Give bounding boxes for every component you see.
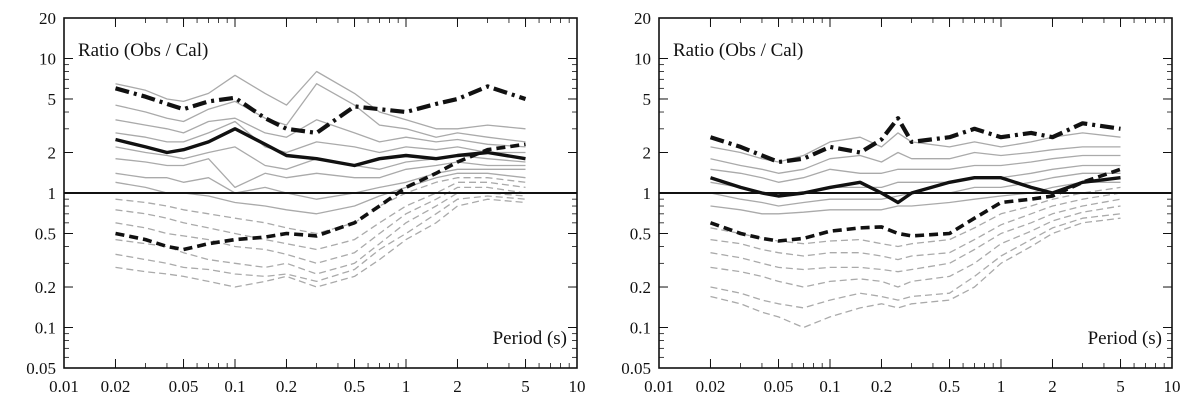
x-tick-label: 0.2 <box>276 377 297 396</box>
series-line-3-gray-solid <box>115 70 526 130</box>
y-tick-label: 0.2 <box>630 278 651 297</box>
x-tick-label: 0.02 <box>696 377 726 396</box>
inner-label-left: Ratio (Obs / Cal) <box>78 40 208 61</box>
x-tick-label: 0.01 <box>49 377 79 396</box>
x-tick-label: 0.01 <box>644 377 674 396</box>
y-tick-label: 2 <box>48 144 57 163</box>
series-line-5-gray-solid <box>710 154 1121 183</box>
x-tick-label: 10 <box>569 377 586 396</box>
x-tick-label: 2 <box>453 377 462 396</box>
xlabel-right: Period (s) <box>1088 328 1162 349</box>
x-tick-label: 0.05 <box>169 377 199 396</box>
series-line-8-gray-solid <box>710 181 1121 215</box>
y-tick-label: 5 <box>643 90 652 109</box>
series-line-11-gray-dashed <box>115 177 526 235</box>
x-tick-label: 0.5 <box>344 377 365 396</box>
series-line-2-thick-dashed <box>709 167 1122 243</box>
series-line-15-gray-dashed <box>115 195 526 283</box>
y-tick-label: 0.05 <box>621 359 651 378</box>
chart-panel-right: 0.01 0.02 0.05 0.1 0.2 0.5 1 2 5 10 0.05 0.1 0.2 0.5 1… <box>621 9 1180 396</box>
series-line-0-thick-dashdot <box>114 84 527 135</box>
x-tick-label: 0.2 <box>871 377 892 396</box>
series-line-8-gray-solid <box>115 158 526 189</box>
series-group <box>709 116 1122 329</box>
y-tick-label: 1 <box>643 184 652 203</box>
series-line-11-gray-dashed <box>710 198 1121 273</box>
y-tick-label: 0.5 <box>35 224 56 243</box>
x-tick-label: 0.02 <box>101 377 131 396</box>
x-tick-label: 5 <box>521 377 530 396</box>
series-line-14-gray-dashed <box>710 217 1121 329</box>
series-line-5-gray-solid <box>115 117 526 148</box>
series-line-2-thick-dashed <box>115 142 526 252</box>
y-tick-label: 10 <box>39 49 56 68</box>
inner-label-right: Ratio (Obs / Cal) <box>673 40 803 61</box>
y-tick-label: 0.2 <box>35 278 56 297</box>
x-tick-label: 5 <box>1116 377 1125 396</box>
series-line-12-gray-dashed <box>115 181 526 251</box>
series-line-4-gray-solid <box>115 83 526 143</box>
y-tick-label: 20 <box>634 9 651 28</box>
series-line-13-gray-dashed <box>710 213 1121 309</box>
x-tick-label: 2 <box>1048 377 1057 396</box>
series-line-10-gray-dashed <box>710 192 1121 261</box>
x-tick-label: 1 <box>997 377 1006 396</box>
series-line-6-gray-solid <box>115 120 526 154</box>
plot-frame <box>63 17 578 369</box>
series-line-4-gray-solid <box>710 146 1121 174</box>
x-tick-label: 0.1 <box>224 377 245 396</box>
x-tick-label: 1 <box>402 377 411 396</box>
y-tick-label: 0.05 <box>26 359 56 378</box>
series-line-1-thick-solid <box>709 175 1121 205</box>
series-line-1-thick-solid <box>115 127 526 168</box>
series-group <box>114 70 527 288</box>
series-line-12-gray-dashed <box>710 205 1121 288</box>
series-line-7-gray-solid <box>710 172 1121 207</box>
y-tick-label: 0.5 <box>630 224 651 243</box>
chart-panel-left: 0.01 0.02 0.05 0.1 0.2 0.5 1 2 5 10 0.05 0.1 0.2 0.5 1… <box>26 9 585 396</box>
y-tick-label: 10 <box>634 49 651 68</box>
x-tick-label: 0.5 <box>939 377 960 396</box>
x-tick-label: 0.05 <box>764 377 794 396</box>
xlabel-left: Period (s) <box>493 328 567 349</box>
y-tick-label: 20 <box>39 9 56 28</box>
x-tick-label: 0.1 <box>819 377 840 396</box>
y-tick-label: 5 <box>48 90 57 109</box>
y-tick-label: 1 <box>48 184 57 203</box>
y-tick-label: 0.1 <box>35 319 56 338</box>
series-line-9-gray-solid <box>115 168 526 200</box>
series-line-9-gray-dashed <box>710 186 1121 248</box>
series-line-16-gray-dashed <box>115 198 526 288</box>
y-tick-label: 0.1 <box>630 319 651 338</box>
plot-frame <box>658 17 1173 369</box>
y-tick-label: 2 <box>643 144 652 163</box>
minor-ticks <box>658 17 1173 369</box>
x-tick-label: 10 <box>1164 377 1181 396</box>
series-line-0-thick-dashdot <box>709 116 1121 165</box>
